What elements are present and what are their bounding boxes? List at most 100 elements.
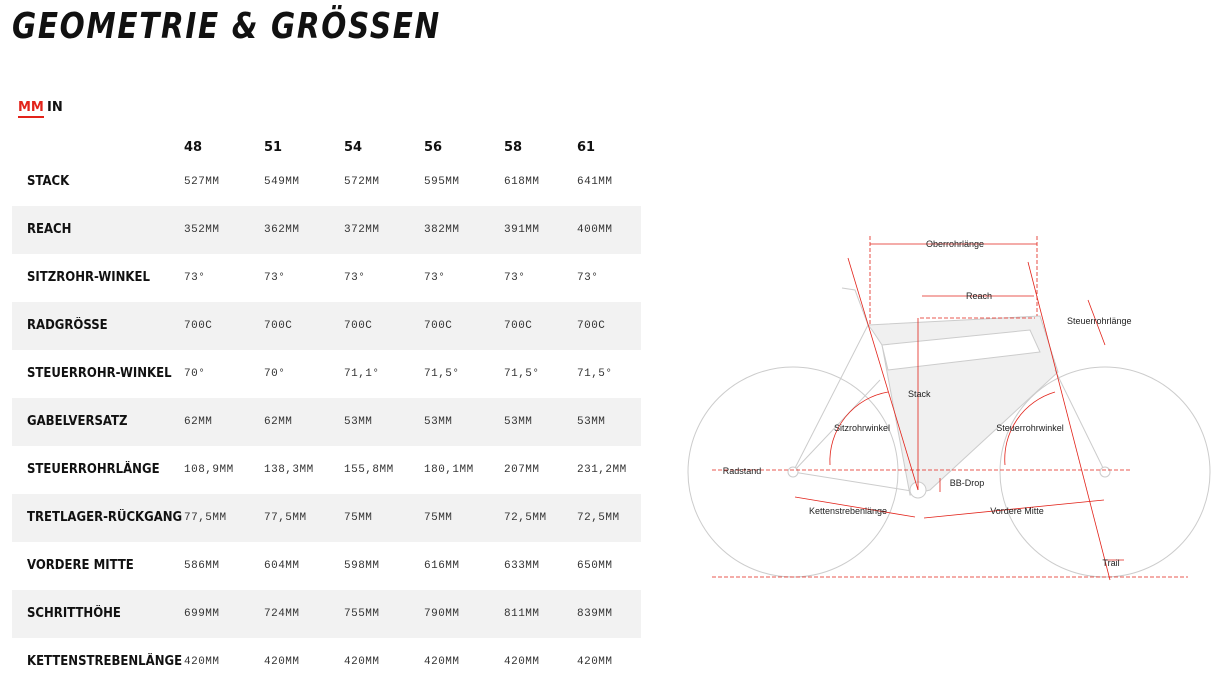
- cell-value: 72,5MM: [504, 512, 547, 524]
- row-label: TRETLAGER-RÜCKGANG: [27, 510, 183, 525]
- cell-value: 420MM: [504, 656, 540, 668]
- cell-value: 700C: [264, 320, 293, 332]
- row-label: SITZROHR-WINKEL: [27, 270, 150, 285]
- cell-value: 62MM: [184, 416, 213, 428]
- cell-value: 700C: [577, 320, 606, 332]
- table-row: SITZROHR-WINKEL 73° 73° 73° 73° 73° 73°: [12, 254, 641, 302]
- cell-value: 352MM: [184, 224, 220, 236]
- row-label: KETTENSTREBENLÄNGE: [27, 654, 183, 669]
- cell-value: 572MM: [344, 176, 380, 188]
- diagram-label: Trail: [1102, 558, 1119, 568]
- cell-value: 811MM: [504, 608, 540, 620]
- cell-value: 586MM: [184, 560, 220, 572]
- cell-value: 77,5MM: [264, 512, 307, 524]
- cell-value: 700C: [424, 320, 453, 332]
- size-header: 54: [344, 140, 363, 155]
- cell-value: 420MM: [424, 656, 460, 668]
- cell-value: 618MM: [504, 176, 540, 188]
- cell-value: 73°: [184, 272, 206, 284]
- diagram-label: BB-Drop: [950, 478, 985, 488]
- unit-tab[interactable]: MM: [18, 100, 44, 118]
- diagram-label: Radstand: [723, 466, 762, 476]
- table-row: STEUERROHR-WINKEL 70° 70° 71,1° 71,5° 71,5° 71…: [12, 350, 641, 398]
- cell-value: 71,5°: [424, 368, 460, 380]
- cell-value: 604MM: [264, 560, 300, 572]
- cell-value: 700C: [504, 320, 533, 332]
- diagram-label: Kettenstrebenlänge: [809, 506, 887, 516]
- cell-value: 839MM: [577, 608, 613, 620]
- cell-value: 616MM: [424, 560, 460, 572]
- unit-tab[interactable]: IN: [47, 100, 63, 115]
- table-row: SCHRITTHÖHE 699MM 724MM 755MM 790MM 811MM 839M…: [12, 590, 641, 638]
- cell-value: 391MM: [504, 224, 540, 236]
- cell-value: 75MM: [344, 512, 373, 524]
- diagram-label: Oberrohrlänge: [926, 239, 984, 249]
- row-label: STACK: [27, 174, 70, 189]
- cell-value: 527MM: [184, 176, 220, 188]
- cell-value: 362MM: [264, 224, 300, 236]
- size-header: 56: [424, 140, 443, 155]
- cell-value: 699MM: [184, 608, 220, 620]
- cell-value: 77,5MM: [184, 512, 227, 524]
- diagram-label: Sitzrohrwinkel: [834, 423, 890, 433]
- bike-outline: [687, 287, 1211, 578]
- dimension-lines: [712, 236, 1188, 581]
- table-row: RADGRÖSSE 700C 700C 700C 700C 700C 700C: [12, 302, 641, 350]
- table-row: STACK 527MM 549MM 572MM 595MM 618MM 641MM: [12, 158, 641, 206]
- cell-value: 595MM: [424, 176, 460, 188]
- geometry-diagram: Oberrohrlänge Reach Steuerrohrlänge Stac…: [687, 236, 1211, 581]
- cell-value: 70°: [184, 368, 206, 380]
- diagram-label: Vordere Mitte: [990, 506, 1044, 516]
- cell-value: 53MM: [504, 416, 533, 428]
- cell-value: 382MM: [424, 224, 460, 236]
- cell-value: 73°: [504, 272, 526, 284]
- diagram-label: Stack: [908, 389, 931, 399]
- page-title: GEOMETRIE & GRÖSSEN: [12, 6, 441, 47]
- table-row: VORDERE MITTE 586MM 604MM 598MM 616MM 633MM 65…: [12, 542, 641, 590]
- cell-value: 108,9MM: [184, 464, 234, 476]
- cell-value: 207MM: [504, 464, 540, 476]
- cell-value: 73°: [577, 272, 599, 284]
- cell-value: 420MM: [344, 656, 380, 668]
- cell-value: 71,5°: [577, 368, 613, 380]
- cell-value: 372MM: [344, 224, 380, 236]
- cell-value: 420MM: [184, 656, 220, 668]
- diagram-label: Steuerrohrlänge: [1067, 316, 1132, 326]
- cell-value: 70°: [264, 368, 286, 380]
- cell-value: 420MM: [264, 656, 300, 668]
- table-row: GABELVERSATZ 62MM 62MM 53MM 53MM 53MM 53MM: [12, 398, 641, 446]
- diagram-label: Reach: [966, 291, 992, 301]
- cell-value: 700C: [184, 320, 213, 332]
- row-label: RADGRÖSSE: [27, 318, 108, 333]
- size-header: 58: [504, 140, 523, 155]
- cell-value: 231,2MM: [577, 464, 627, 476]
- cell-value: 155,8MM: [344, 464, 394, 476]
- cell-value: 138,3MM: [264, 464, 314, 476]
- cell-value: 790MM: [424, 608, 460, 620]
- cell-value: 549MM: [264, 176, 300, 188]
- cell-value: 71,5°: [504, 368, 540, 380]
- size-header: 48: [184, 140, 203, 155]
- row-label: STEUERROHRLÄNGE: [27, 462, 160, 477]
- cell-value: 400MM: [577, 224, 613, 236]
- cell-value: 700C: [344, 320, 373, 332]
- cell-value: 641MM: [577, 176, 613, 188]
- cell-value: 73°: [264, 272, 286, 284]
- row-label: STEUERROHR-WINKEL: [27, 366, 172, 381]
- row-label: REACH: [27, 222, 72, 237]
- cell-value: 53MM: [424, 416, 453, 428]
- cell-value: 755MM: [344, 608, 380, 620]
- row-label: GABELVERSATZ: [27, 414, 128, 429]
- diagram-label: Steuerrohrwinkel: [996, 423, 1064, 433]
- table-row: REACH 352MM 362MM 372MM 382MM 391MM 400MM: [12, 206, 641, 254]
- row-label: SCHRITTHÖHE: [27, 606, 121, 621]
- cell-value: 180,1MM: [424, 464, 474, 476]
- cell-value: 598MM: [344, 560, 380, 572]
- cell-value: 72,5MM: [577, 512, 620, 524]
- table-row: TRETLAGER-RÜCKGANG 77,5MM 77,5MM 75MM 75MM 72…: [12, 494, 641, 542]
- cell-value: 633MM: [504, 560, 540, 572]
- size-header: 51: [264, 140, 283, 155]
- cell-value: 71,1°: [344, 368, 380, 380]
